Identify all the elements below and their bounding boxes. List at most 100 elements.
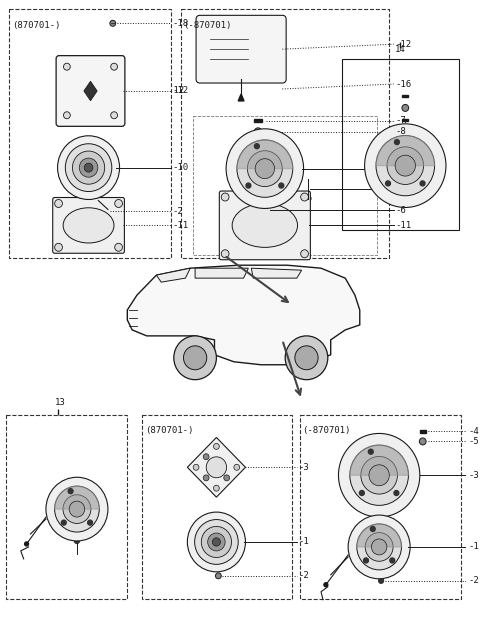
Circle shape	[63, 63, 70, 70]
Circle shape	[369, 465, 389, 485]
Circle shape	[295, 346, 318, 370]
Text: (-870701): (-870701)	[302, 427, 351, 435]
Text: -18: -18	[173, 19, 189, 28]
Circle shape	[300, 193, 309, 201]
Text: 12: 12	[168, 86, 184, 95]
Text: -9: -9	[396, 184, 407, 193]
Circle shape	[221, 193, 229, 201]
Circle shape	[234, 464, 240, 471]
Circle shape	[69, 501, 84, 517]
Text: -12: -12	[173, 86, 189, 95]
Polygon shape	[84, 81, 97, 100]
Circle shape	[338, 433, 420, 517]
Polygon shape	[187, 438, 245, 497]
Circle shape	[24, 542, 28, 546]
Circle shape	[106, 209, 110, 214]
FancyBboxPatch shape	[56, 56, 125, 126]
Circle shape	[214, 443, 219, 449]
Circle shape	[55, 200, 62, 208]
Circle shape	[379, 578, 384, 583]
Circle shape	[58, 136, 120, 200]
Circle shape	[279, 183, 284, 188]
Circle shape	[68, 489, 73, 494]
Circle shape	[300, 250, 309, 258]
Circle shape	[365, 124, 446, 208]
Circle shape	[221, 250, 229, 258]
Circle shape	[193, 464, 199, 471]
Polygon shape	[376, 136, 434, 166]
Circle shape	[214, 485, 219, 491]
Circle shape	[206, 457, 227, 478]
Bar	[6, 415, 127, 599]
Circle shape	[402, 104, 408, 112]
Bar	[9, 9, 171, 259]
Polygon shape	[252, 268, 301, 278]
Bar	[342, 59, 458, 231]
Text: -10: -10	[173, 163, 189, 172]
Bar	[142, 415, 292, 599]
Circle shape	[212, 538, 220, 546]
Text: -5: -5	[468, 437, 479, 446]
Circle shape	[226, 129, 303, 208]
Circle shape	[194, 520, 238, 564]
Circle shape	[79, 158, 98, 177]
Text: -11: -11	[173, 221, 189, 230]
Polygon shape	[237, 140, 293, 169]
Circle shape	[385, 181, 390, 186]
Circle shape	[368, 450, 373, 454]
Text: -4: -4	[468, 427, 479, 436]
Circle shape	[390, 558, 395, 563]
Circle shape	[348, 515, 410, 579]
Circle shape	[357, 524, 401, 570]
Bar	[193, 116, 377, 255]
Text: 13: 13	[55, 397, 65, 407]
Text: -1: -1	[468, 542, 479, 551]
Bar	[402, 118, 408, 121]
Circle shape	[88, 520, 93, 525]
Polygon shape	[350, 445, 408, 476]
Text: -2: -2	[299, 571, 310, 580]
Text: -7: -7	[396, 117, 407, 125]
Circle shape	[111, 63, 118, 70]
Circle shape	[74, 539, 79, 544]
Text: -6: -6	[396, 206, 407, 215]
Circle shape	[111, 112, 118, 119]
Text: (870701-): (870701-)	[12, 21, 60, 30]
Polygon shape	[195, 268, 248, 278]
Text: -10: -10	[396, 164, 412, 173]
Circle shape	[201, 526, 231, 557]
Bar	[300, 415, 461, 599]
Circle shape	[187, 512, 245, 572]
Circle shape	[63, 112, 70, 119]
Circle shape	[395, 155, 416, 176]
Polygon shape	[156, 268, 190, 282]
Text: -3: -3	[468, 471, 479, 480]
Circle shape	[394, 490, 399, 495]
Circle shape	[365, 533, 393, 561]
Circle shape	[46, 477, 108, 541]
Circle shape	[372, 539, 387, 555]
FancyBboxPatch shape	[196, 16, 286, 83]
Bar	[180, 9, 389, 259]
Circle shape	[376, 136, 434, 196]
Circle shape	[420, 438, 426, 445]
Polygon shape	[238, 94, 244, 101]
Text: -3: -3	[299, 463, 310, 472]
Polygon shape	[127, 265, 360, 365]
Circle shape	[360, 490, 364, 495]
Circle shape	[324, 583, 328, 587]
Circle shape	[361, 456, 397, 494]
Text: -16: -16	[396, 79, 412, 89]
Circle shape	[363, 558, 369, 563]
Circle shape	[254, 128, 262, 136]
Text: 14: 14	[395, 45, 406, 54]
Bar	[254, 119, 262, 122]
Bar	[420, 430, 426, 433]
Text: (-870701): (-870701)	[183, 21, 232, 30]
Polygon shape	[357, 524, 401, 547]
Circle shape	[254, 144, 259, 149]
Circle shape	[247, 151, 282, 187]
Ellipse shape	[63, 208, 114, 243]
Circle shape	[306, 196, 311, 201]
Circle shape	[208, 533, 225, 551]
